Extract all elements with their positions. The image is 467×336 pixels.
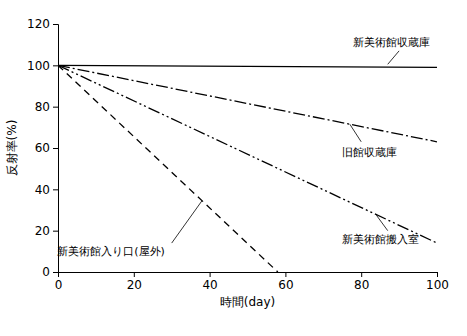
y-axis-line [53,25,59,273]
x-tick-label: 80 [354,278,369,292]
x-tick-mark [361,272,362,277]
x-tick-mark [437,272,438,277]
series-line [58,65,278,272]
series-line [58,65,437,243]
series-labels: 新美術館収蔵庫旧館収蔵庫新美術館搬入室新美術館入り口(屋外) [57,36,430,258]
x-tick-label: 60 [278,278,293,292]
y-tick: 100 [27,59,58,73]
leader-line [388,51,399,64]
x-tick-label: 100 [426,278,449,292]
x-axis-title: 時間(day) [220,295,275,309]
series-line [58,65,437,67]
series-label: 新美術館搬入室 [342,233,419,246]
y-tick-label: 120 [27,17,50,31]
y-tick: 60 [35,141,58,155]
y-tick: 20 [35,224,58,238]
y-tick-label: 40 [35,183,50,197]
x-tick-mark [285,272,286,277]
x-axis-line [59,273,438,278]
x-tick: 100 [426,272,449,292]
x-tick: 20 [127,272,142,292]
leader-line [172,201,202,243]
x-tick-mark [210,272,211,277]
y-tick-label: 60 [35,141,50,155]
y-tick-label: 20 [35,224,50,238]
y-tick-mark [53,272,58,273]
x-axis: 0 20 40 60 80 100 [55,272,449,292]
chart: 020406080100020406080100120新美術館収蔵庫旧館収蔵庫新… [0,0,467,336]
y-tick-mark [53,231,58,232]
x-tick: 40 [202,272,217,292]
series-label: 新美術館収蔵庫 [353,36,430,49]
series-group [58,65,437,272]
y-tick: 40 [35,183,58,197]
y-tick-label: 100 [27,59,50,73]
y-tick-mark [53,107,58,108]
x-tick: 60 [278,272,293,292]
series-line [58,65,437,141]
y-tick-mark [53,189,58,190]
y-tick-label: 0 [42,265,50,279]
y-tick-mark [53,65,58,66]
y-tick-mark [53,148,58,149]
y-tick-mark [53,24,58,25]
x-tick-label: 0 [55,278,63,292]
x-tick: 80 [354,272,369,292]
leader-line [350,124,361,142]
x-tick: 0 [55,272,63,292]
y-tick: 120 [27,17,58,31]
y-axis-title: 反射率(%) [5,120,19,177]
series-label: 旧館収蔵庫 [342,146,397,159]
x-tick-label: 40 [202,278,217,292]
y-axis: 0 20 40 60 80 100 120 [27,17,58,279]
series-label: 新美術館入り口(屋外) [57,245,165,258]
plot-area: 020406080100020406080100120新美術館収蔵庫旧館収蔵庫新… [27,17,449,291]
x-tick-mark [134,272,135,277]
x-tick-label: 20 [127,278,142,292]
leader-line [376,215,387,231]
y-tick: 80 [35,100,58,114]
y-tick-label: 80 [35,100,50,114]
y-tick: 0 [42,265,58,279]
